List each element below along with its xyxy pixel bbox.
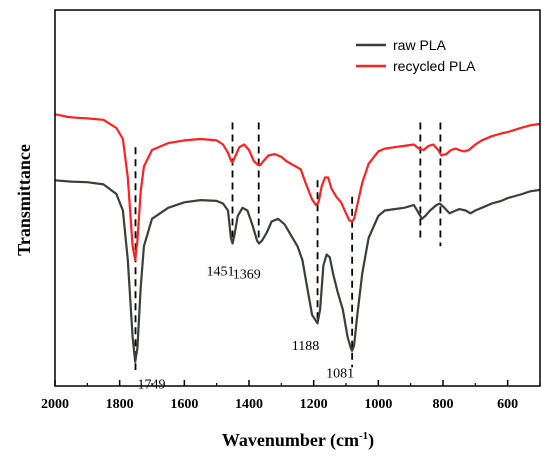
x-tick-label: 600	[497, 397, 518, 412]
x-axis-ticks: 2000 1800 1600 1400 1200 1000 800 600	[41, 380, 541, 412]
x-tick-label: 1600	[170, 397, 198, 412]
peak-label: 1369	[233, 267, 261, 282]
x-tick-label: 1200	[300, 397, 328, 412]
x-axis-title: Wavenumber (cm-1)	[222, 430, 374, 451]
x-tick-label: 800	[433, 397, 454, 412]
x-axis-title-main: Wavenumber (cm	[222, 430, 359, 451]
x-axis-title-close: )	[368, 430, 374, 451]
x-axis-title-superscript: -1	[359, 430, 368, 442]
x-tick-label: 2000	[41, 397, 69, 412]
y-axis-title: Transmittance	[14, 144, 34, 256]
peak-label: 1081	[326, 366, 354, 381]
x-tick-label: 1000	[364, 397, 392, 412]
plot-frame	[54, 9, 541, 387]
series-line-raw-pla	[54, 179, 541, 363]
peak-marker-group	[134, 122, 442, 370]
legend-label-recycled-pla: recycled PLA	[393, 58, 476, 74]
peak-label: 1451	[207, 265, 235, 280]
series-line-recycled-pla	[54, 113, 541, 262]
legend-label-raw-pla: raw PLA	[393, 37, 447, 53]
peak-label: 1749	[138, 377, 166, 392]
x-tick-label: 1400	[235, 397, 263, 412]
series-group	[54, 113, 541, 363]
x-tick-label: 1800	[106, 397, 134, 412]
peak-label: 1188	[292, 339, 319, 354]
legend: raw PLA recycled PLA	[356, 37, 476, 74]
